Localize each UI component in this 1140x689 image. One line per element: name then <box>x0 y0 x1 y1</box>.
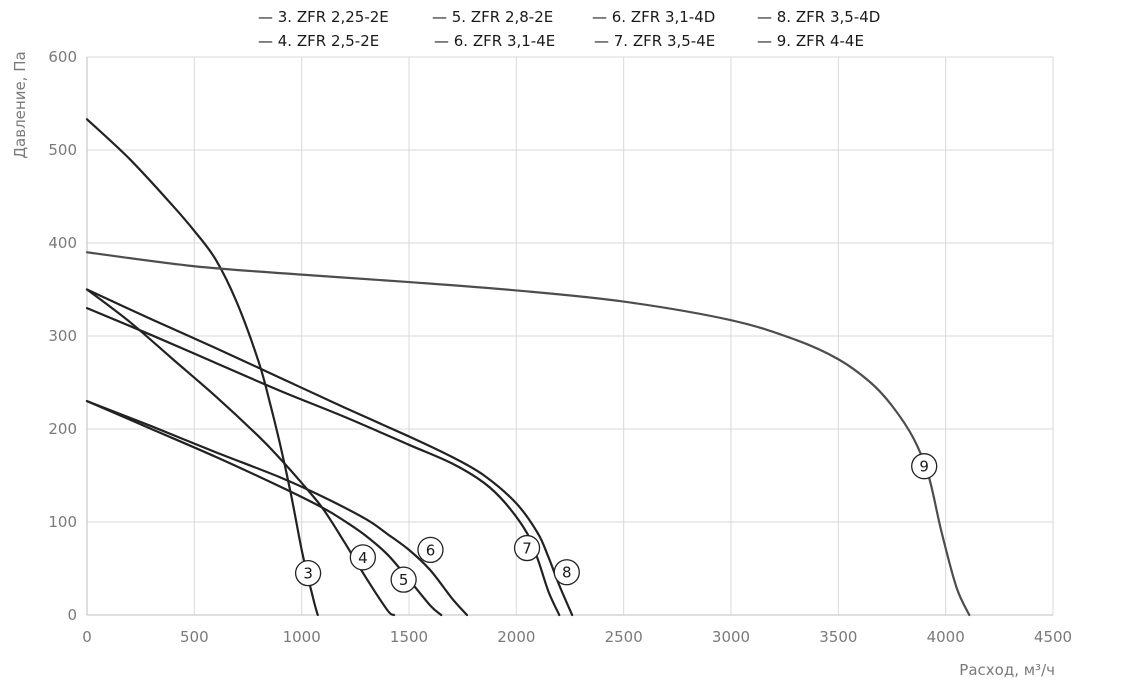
curve-label-circle-4 <box>349 544 376 571</box>
curve-label-circle-9 <box>911 453 938 480</box>
y-axis-label: Давление, Па <box>11 51 29 158</box>
y-tick-label: 200 <box>48 420 77 438</box>
x-tick-label: 1500 <box>390 628 428 646</box>
chart-axes <box>86 57 1053 616</box>
x-tick-label: 500 <box>180 628 209 646</box>
series-line-5 <box>85 400 443 617</box>
chart-legend: — 3. ZFR 2,25-2E — 5. ZFR 2,8-2E — 6. ZFR … <box>258 8 880 50</box>
grid-lines <box>86 56 1054 616</box>
legend-entry: — 9. ZFR 4-4E <box>757 32 864 50</box>
curve-label-circle-7 <box>513 534 541 562</box>
y-tick-label: 500 <box>48 141 77 159</box>
legend-entry: — 7. ZFR 3,5-4E <box>594 32 715 50</box>
legend-entry: — 6. ZFR 3,1-4D <box>592 8 715 26</box>
series-line-3 <box>85 118 319 617</box>
series-line-6 <box>85 400 469 617</box>
legend-entry: — 4. ZFR 2,5-2E <box>258 32 379 50</box>
curve-label-circle-3 <box>294 560 322 587</box>
x-tick-label: 4500 <box>1034 628 1072 646</box>
y-tick-label: 600 <box>48 48 77 66</box>
curve-label-circle-5 <box>390 566 417 593</box>
x-tick-label: 1000 <box>283 628 321 646</box>
legend-entry: — 3. ZFR 2,25-2E <box>258 8 389 26</box>
x-tick-label: 0 <box>82 628 92 646</box>
x-axis-label: Расход, м³/ч <box>959 661 1055 679</box>
curve-label-3: 3 <box>303 565 313 583</box>
curve-label-6: 6 <box>426 541 436 559</box>
series-line-9 <box>85 251 971 617</box>
x-tick-label: 4000 <box>927 628 965 646</box>
curve-label-circle-8 <box>553 559 580 586</box>
legend-entry: — 6. ZFR 3,1-4E <box>434 32 555 50</box>
curve-labels: 3 4 56 7 8 9 <box>294 453 938 593</box>
x-tick-label: 3500 <box>819 628 857 646</box>
legend-entry: — 5. ZFR 2,8-2E <box>432 8 553 26</box>
curve-label-5: 5 <box>399 571 409 589</box>
x-tick-label: 2000 <box>497 628 535 646</box>
series-line-4 <box>85 288 396 617</box>
x-tick-label: 2500 <box>605 628 643 646</box>
tick-labels: 0 500 1000 1500 2000 2500 3000 3500 4000 45000100… <box>48 48 1072 646</box>
curve-label-circle-6 <box>417 536 444 564</box>
y-tick-label: 100 <box>48 513 77 531</box>
series-line-7 <box>85 307 561 617</box>
curve-label-8: 8 <box>562 564 572 582</box>
y-tick-label: 400 <box>48 234 77 252</box>
legend-entry: — 8. ZFR 3,5-4D <box>757 8 880 26</box>
y-tick-label: 0 <box>67 606 77 624</box>
curve-label-7: 7 <box>522 540 532 558</box>
x-tick-label: 3000 <box>712 628 750 646</box>
curve-label-9: 9 <box>919 458 929 476</box>
curve-label-4: 4 <box>358 549 368 567</box>
series-line-8 <box>85 288 574 617</box>
y-tick-label: 300 <box>48 327 77 345</box>
